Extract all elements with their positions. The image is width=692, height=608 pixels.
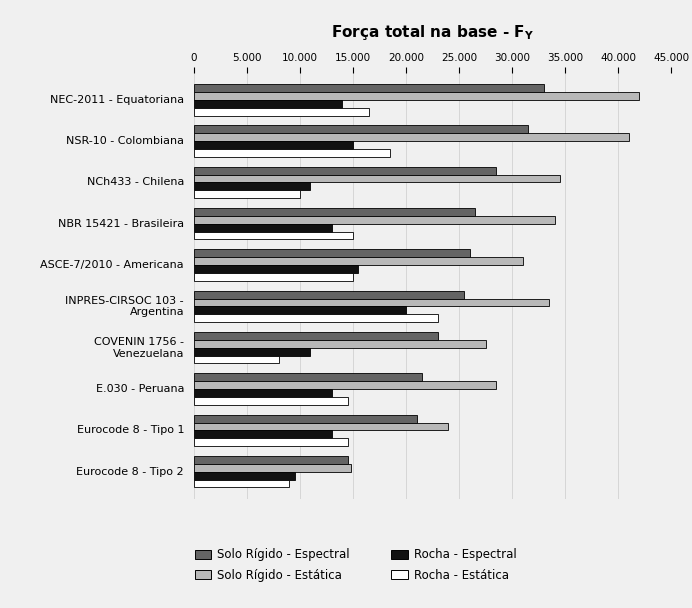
Bar [194,216,554,224]
Bar [194,133,629,141]
Bar [194,273,353,281]
Bar [194,480,289,488]
Bar [194,464,351,472]
Bar [194,257,522,265]
Bar [194,141,353,149]
Bar [194,208,475,216]
Bar [194,456,347,464]
Bar [194,167,496,174]
Bar [194,472,295,480]
Bar [194,314,438,322]
Bar [194,299,549,306]
Bar [194,84,544,92]
Bar [194,381,496,389]
Bar [194,438,347,446]
Bar [194,224,331,232]
Bar [194,373,422,381]
Bar [194,249,470,257]
Bar [194,389,331,397]
Bar [194,291,464,299]
Bar [194,125,528,133]
Bar [194,423,448,430]
Bar [194,356,279,364]
Bar [194,232,353,240]
Bar [194,340,486,348]
Bar [194,92,639,100]
Bar [194,108,369,116]
Bar [194,174,560,182]
Bar [194,397,347,405]
Legend: Solo Rígido - Espectral, Solo Rígido - Estática, Rocha - Espectral, Rocha - Está: Solo Rígido - Espectral, Solo Rígido - E… [190,544,521,586]
Bar [194,348,311,356]
Title: Força total na base - $\mathbf{F_Y}$: Força total na base - $\mathbf{F_Y}$ [331,23,534,42]
Bar [194,190,300,198]
Bar [194,100,343,108]
Bar [194,332,438,340]
Bar [194,265,358,273]
Bar [194,415,417,423]
Bar [194,149,390,157]
Bar [194,182,311,190]
Bar [194,306,406,314]
Bar [194,430,331,438]
